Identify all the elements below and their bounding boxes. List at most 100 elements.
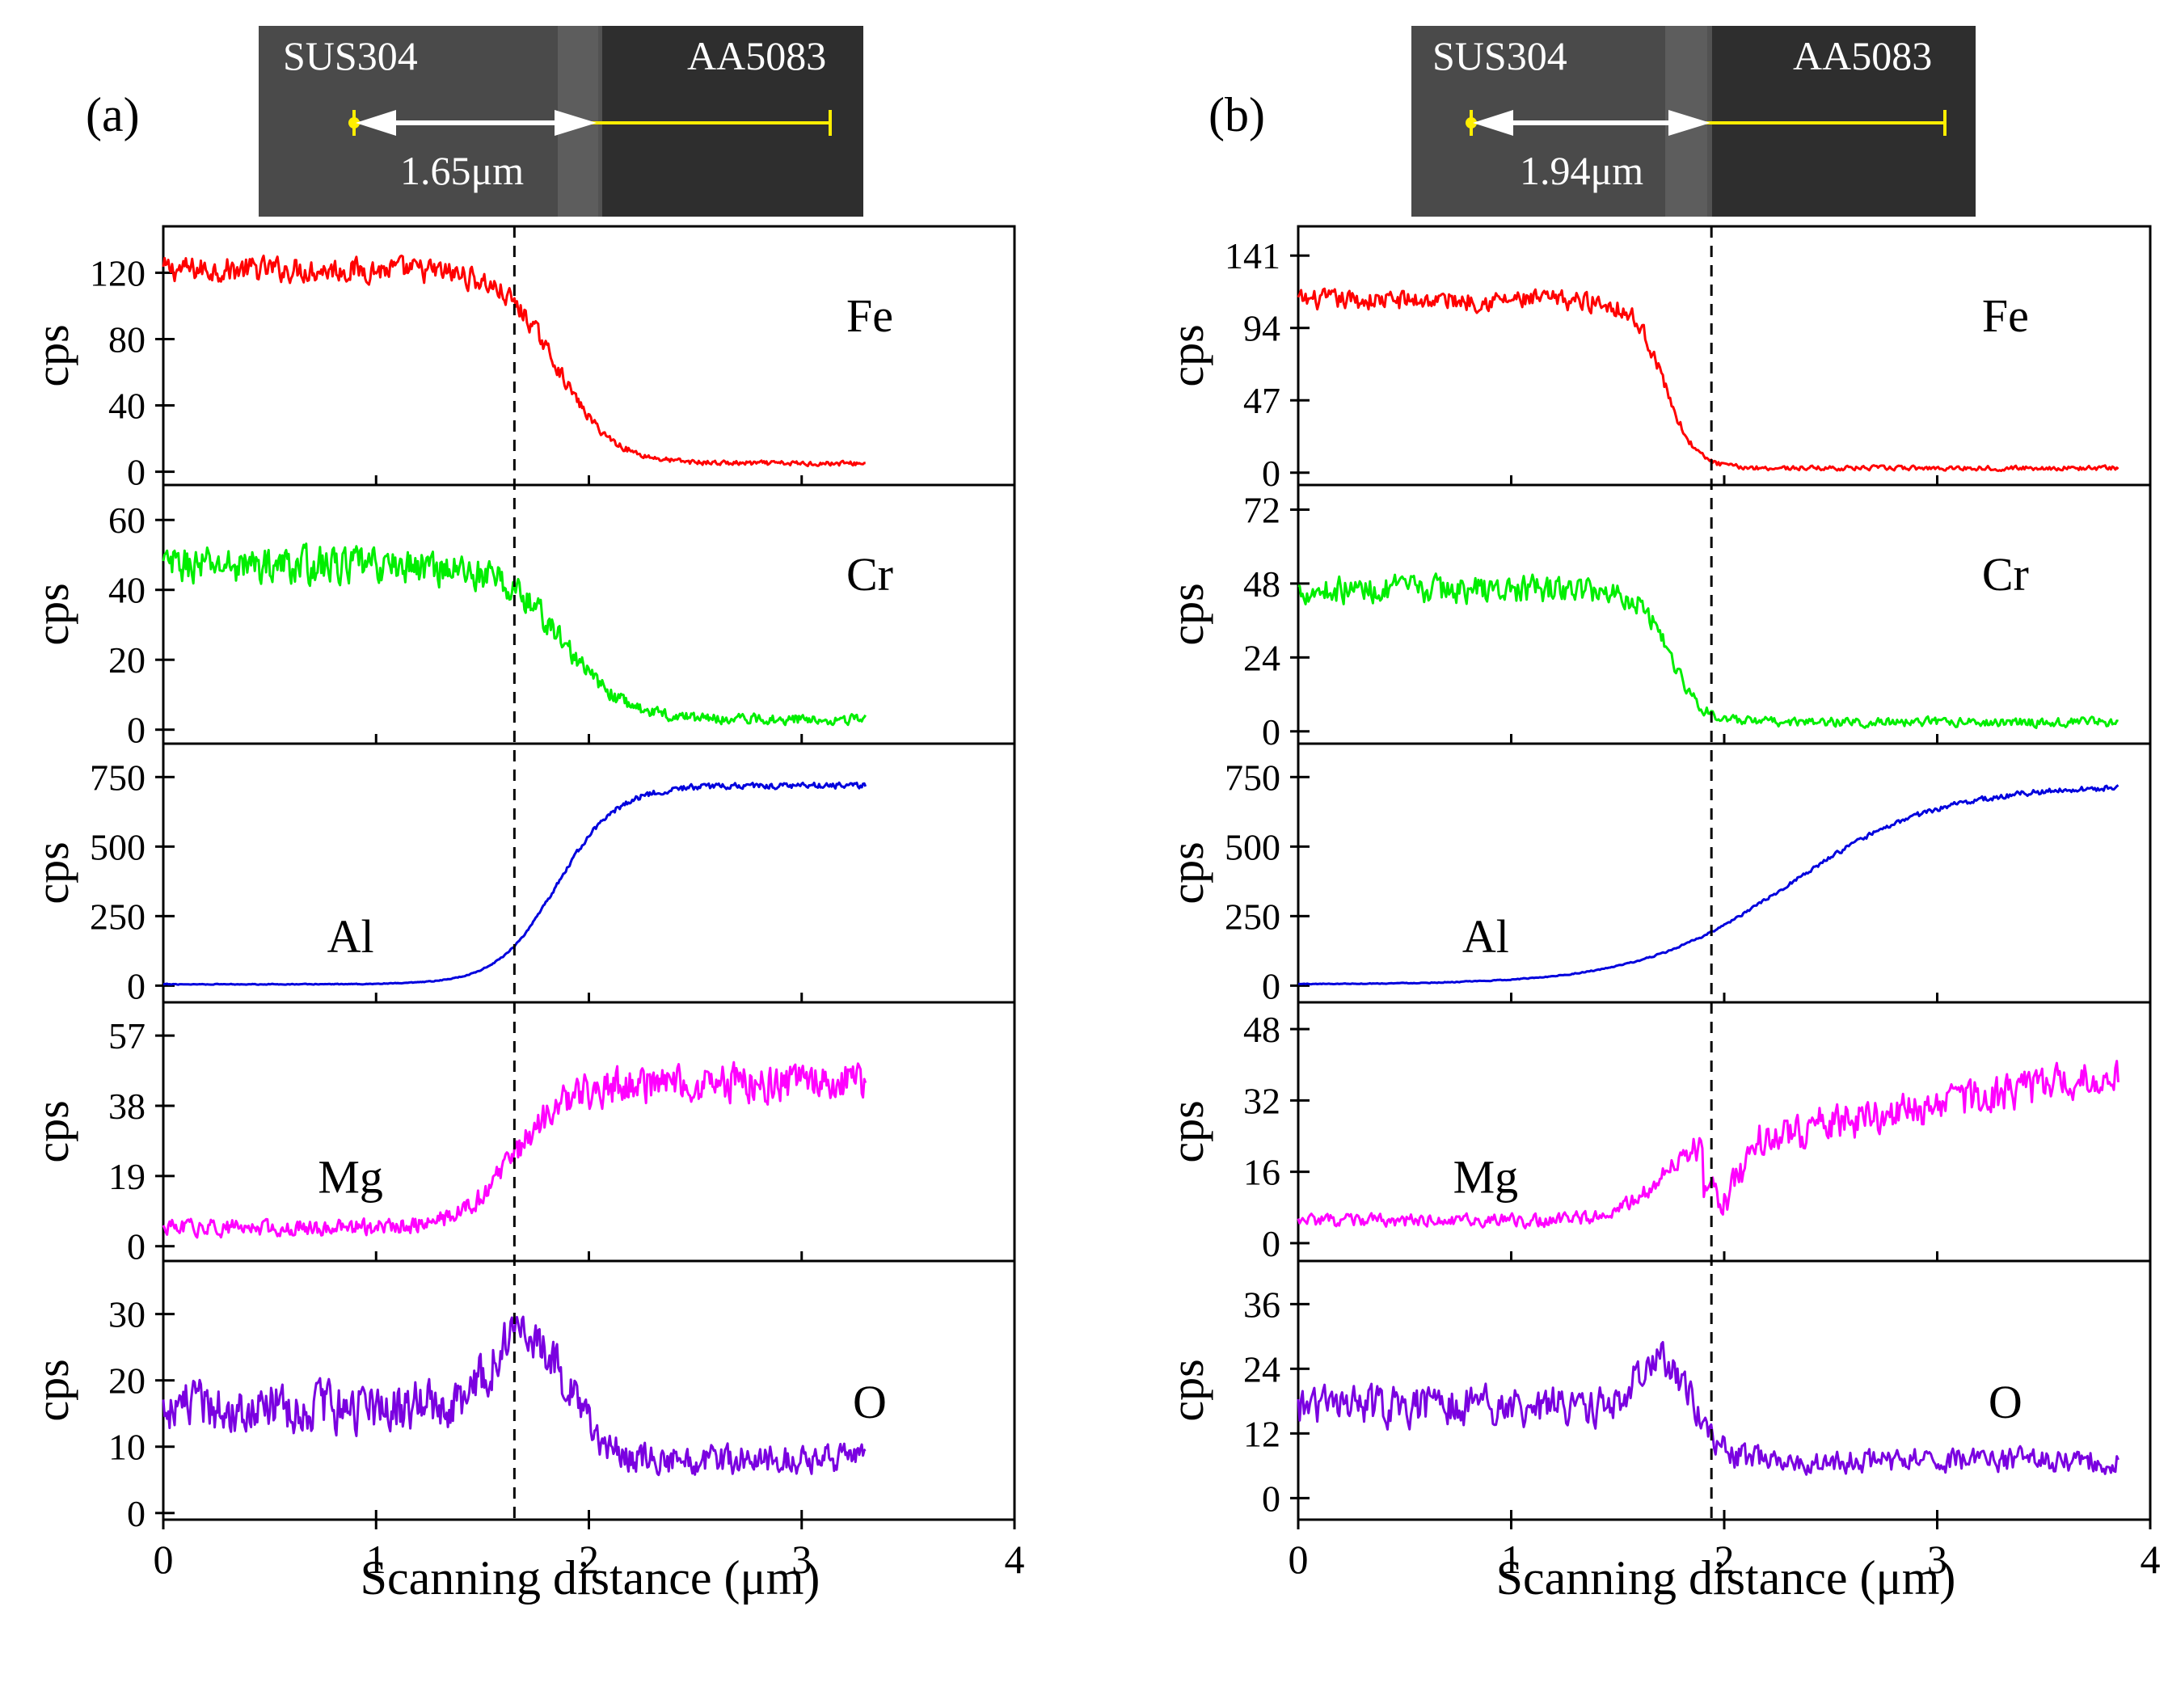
sem-b-left-label: SUS304 — [1432, 33, 1567, 78]
series-line-mg — [1297, 1060, 2119, 1229]
x-tick-label: 0 — [1289, 1537, 1309, 1582]
y-tick-label: 24 — [1243, 1348, 1280, 1390]
element-label-o: O — [1989, 1376, 2022, 1428]
sem-a-measure-arrow-right-head — [555, 110, 597, 136]
sem-b-measure-arrow-left-head — [1473, 110, 1513, 136]
x-axis-title-a: Scanning distance (μm) — [361, 1551, 820, 1605]
panel-label-a: (a) — [86, 88, 140, 141]
y-axis-title: cps — [26, 1359, 78, 1421]
y-tick-label: 500 — [90, 826, 146, 867]
x-tick-label: 0 — [154, 1537, 174, 1582]
x-tick-label: 2 — [579, 1537, 599, 1582]
subplot-a-fe: 0 40 80 120 cps Fe — [26, 225, 1016, 493]
y-axis-title: cps — [26, 1100, 78, 1162]
y-axis-title: cps — [26, 583, 78, 645]
y-tick-label: 57 — [108, 1015, 146, 1056]
y-tick-label: 250 — [1225, 896, 1280, 937]
sem-a-scan-start-dot — [348, 117, 360, 129]
sem-a-measurement-label: 1.65μm — [400, 148, 524, 193]
element-label-al: Al — [327, 910, 374, 963]
y-tick-label: 20 — [108, 639, 146, 681]
element-label-al: Al — [1462, 910, 1509, 963]
y-tick-label: 19 — [108, 1156, 146, 1197]
sem-a-right-label: AA5083 — [687, 33, 826, 78]
y-tick-label: 0 — [1262, 711, 1280, 753]
y-tick-label: 0 — [1262, 453, 1280, 494]
sem-image-b: SUS304 AA5083 1.94μm — [1411, 26, 1976, 217]
y-tick-label: 0 — [127, 965, 146, 1006]
sem-b-measurement-label: 1.94μm — [1520, 148, 1643, 193]
subplot-b-al: 0 250 500 750 cps Al — [1161, 742, 2152, 1006]
y-tick-label: 0 — [1262, 1478, 1280, 1519]
y-axis-title: cps — [26, 841, 78, 904]
y-tick-label: 120 — [90, 252, 146, 293]
y-tick-label: 40 — [108, 570, 146, 611]
y-tick-label: 16 — [1243, 1152, 1280, 1193]
y-tick-label: 32 — [1243, 1080, 1280, 1121]
y-tick-label: 94 — [1243, 308, 1280, 349]
y-tick-label: 0 — [127, 1493, 146, 1534]
series-line-fe — [1297, 287, 2119, 472]
sem-a-left-label: SUS304 — [283, 33, 418, 78]
x-tick-label: 1 — [366, 1537, 386, 1582]
y-tick-label: 0 — [1262, 1223, 1280, 1264]
x-tick-label: 4 — [2141, 1537, 2161, 1582]
y-tick-label: 750 — [1225, 757, 1280, 798]
series-line-o — [1297, 1340, 2119, 1476]
series-line-cr — [1297, 572, 2119, 729]
x-tick-label: 2 — [1715, 1537, 1735, 1582]
subplot-a-mg: 0 19 38 57 cps Mg — [26, 1001, 1016, 1267]
y-tick-label: 141 — [1225, 235, 1280, 276]
y-tick-label: 24 — [1243, 637, 1280, 678]
element-label-mg: Mg — [1453, 1151, 1519, 1204]
y-tick-label: 30 — [108, 1294, 146, 1335]
y-tick-label: 60 — [108, 500, 146, 541]
sem-b-scan-start-dot — [1466, 117, 1477, 129]
sem-image-a: SUS304 AA5083 1.65μm — [259, 26, 863, 217]
element-label-fe: Fe — [1982, 289, 2029, 342]
y-tick-label: 80 — [108, 318, 146, 360]
y-tick-label: 0 — [127, 710, 146, 751]
element-label-cr: Cr — [1982, 548, 2029, 601]
y-axis-title: cps — [1161, 324, 1213, 386]
y-tick-label: 47 — [1243, 380, 1280, 421]
x-tick-label: 4 — [1005, 1537, 1025, 1582]
y-tick-label: 40 — [108, 386, 146, 427]
series-line-al — [1297, 784, 2119, 986]
y-axis-title: cps — [1161, 841, 1213, 904]
subplot-b-o: 0 12 24 36 cps O — [1161, 1259, 2152, 1521]
element-label-cr: Cr — [846, 548, 893, 601]
x-tick-label: 3 — [791, 1537, 812, 1582]
y-tick-label: 36 — [1243, 1284, 1280, 1325]
y-tick-label: 72 — [1243, 489, 1280, 530]
subplot-b-mg: 0 16 32 48 cps Mg — [1161, 1001, 2152, 1264]
element-label-mg: Mg — [318, 1151, 383, 1204]
sem-b-right-label: AA5083 — [1793, 33, 1932, 78]
y-tick-label: 0 — [127, 1226, 146, 1267]
y-tick-label: 20 — [108, 1360, 146, 1402]
sem-b-measure-arrow-right-head — [1668, 110, 1710, 136]
x-tick-label: 1 — [1501, 1537, 1521, 1582]
element-label-fe: Fe — [846, 289, 893, 342]
y-axis-title: cps — [26, 324, 78, 386]
series-line-cr — [162, 542, 867, 727]
element-label-o: O — [853, 1376, 887, 1428]
panel-b: 04794141cpsFe0244872cpsCr0250500750cpsAl… — [1161, 225, 2161, 1582]
y-tick-label: 250 — [90, 896, 146, 937]
plot-area: 04080120cpsFe0204060cpsCr0250500750cpsAl… — [26, 225, 2161, 1582]
series-line-fe — [162, 254, 866, 467]
sem-a-measure-arrow-left-head — [356, 110, 396, 136]
y-tick-label: 0 — [127, 452, 146, 493]
panel-label-b: (b) — [1208, 88, 1265, 141]
subplot-b-fe: 0 47 94 141 cps Fe — [1161, 225, 2152, 494]
y-tick-label: 750 — [90, 757, 146, 798]
y-tick-label: 48 — [1243, 563, 1280, 605]
y-tick-label: 12 — [1243, 1413, 1280, 1454]
x-axis-title-b: Scanning distance (μm) — [1496, 1551, 1956, 1605]
y-tick-label: 10 — [108, 1427, 146, 1468]
x-tick-label: 3 — [1927, 1537, 1947, 1582]
y-tick-label: 48 — [1243, 1009, 1280, 1050]
subplot-b-cr: 0 24 48 72 cps Cr — [1161, 483, 2152, 753]
y-tick-label: 0 — [1262, 965, 1280, 1006]
